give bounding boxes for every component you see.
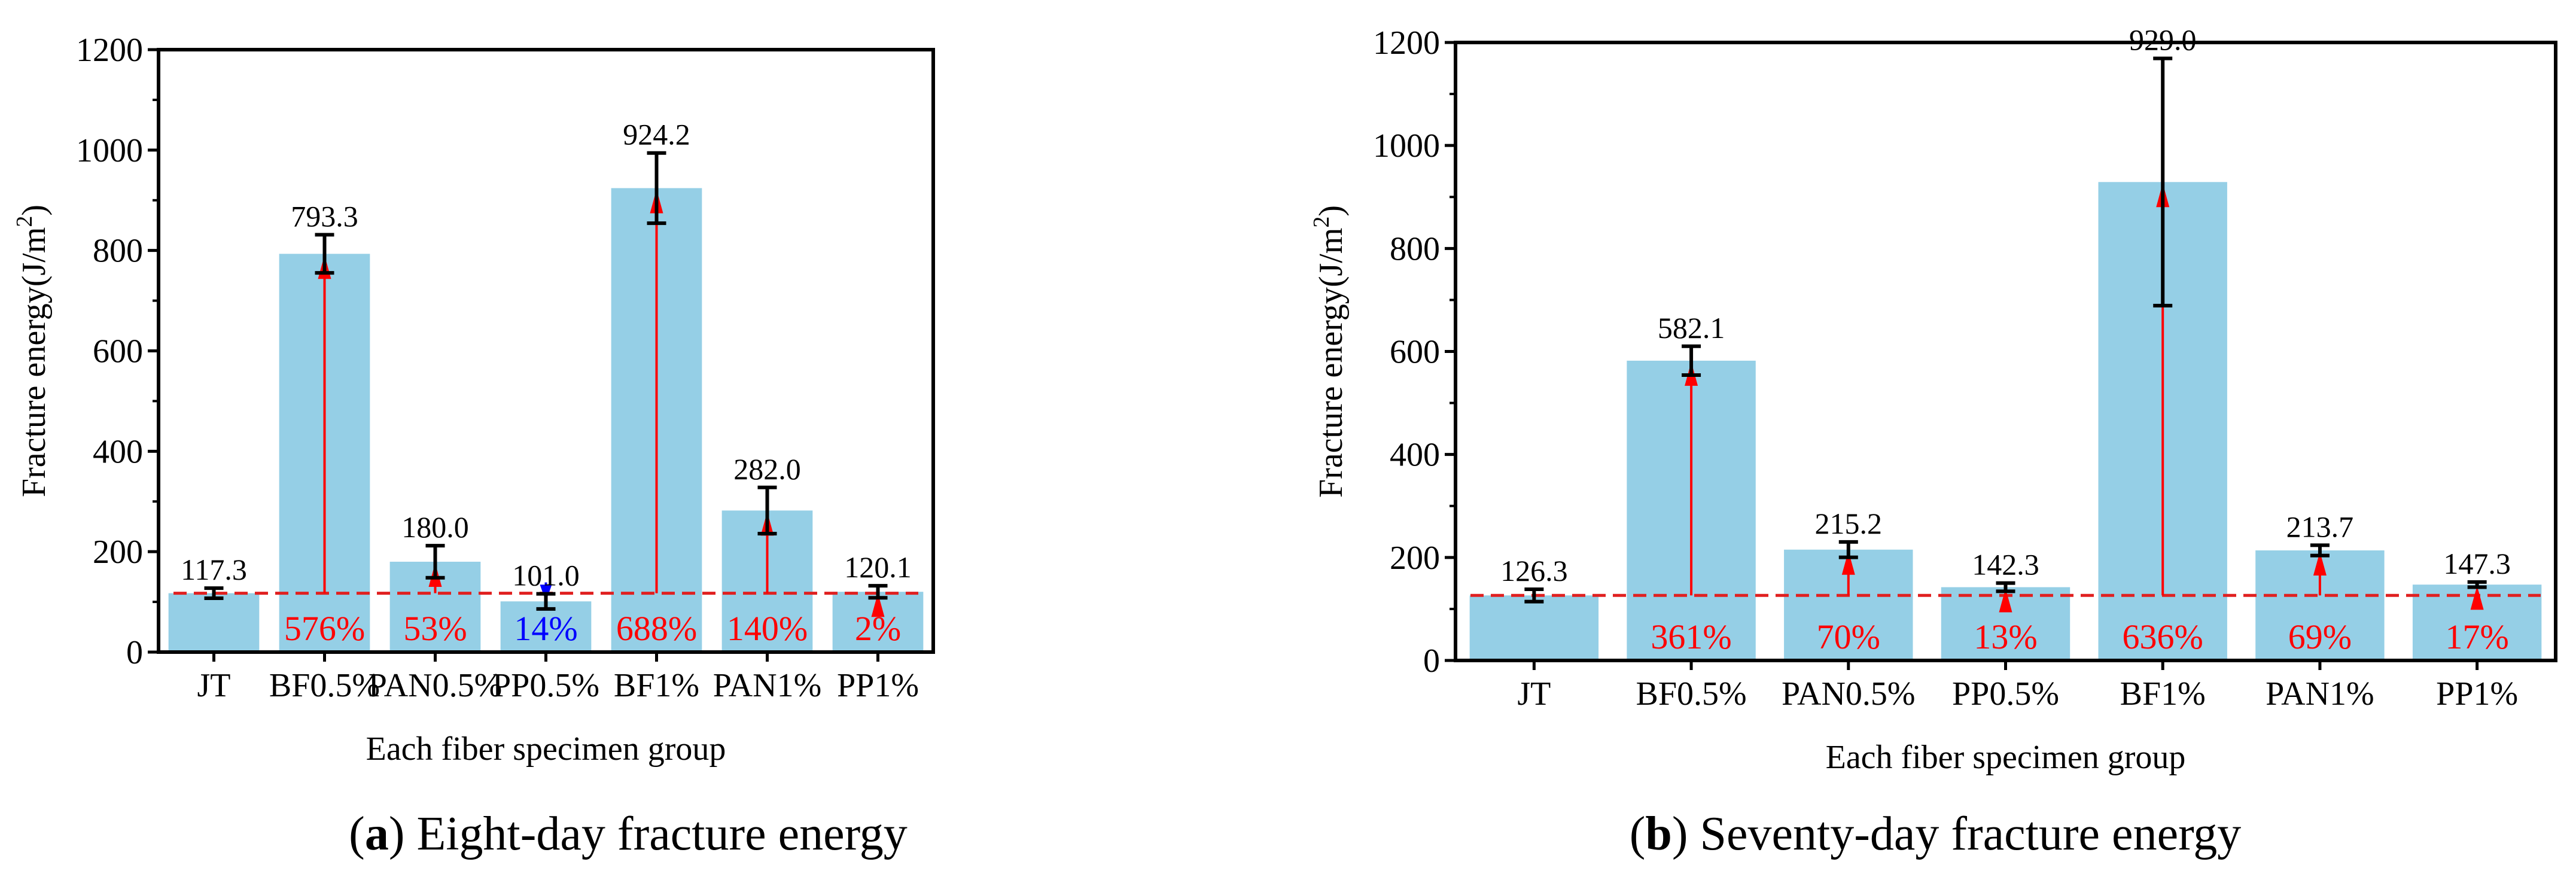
y-tick-label-6: 1200 [1373,25,1440,62]
x-tick-label-4: BF1% [614,667,699,704]
y-axis-title: Fracture energy(J/m2) [1309,205,1350,498]
change-label-3: 13% [1974,617,2037,656]
x-tick-label-3: PP0.5% [492,667,599,704]
value-label-2: 180.0 [401,510,469,544]
change-label-5: 69% [2288,617,2352,656]
value-label-1: 793.3 [291,199,358,233]
change-label-4: 636% [2123,617,2203,656]
chart-panel-b: 126.3 582.1 215.2 142.3 929.0 213.7 147.3 361% 7… [1309,23,2557,860]
value-label-6: 147.3 [2443,547,2511,580]
caption-open-paren: ( [349,808,365,860]
y-tick-label-1: 200 [93,534,143,571]
x-tick-label-5: PAN1% [2266,675,2374,713]
value-label-1: 582.1 [1658,311,1725,345]
y-axis-title-superscript: 2 [1309,217,1334,228]
panel-caption: (b) Seventy-day fracture energy [1630,808,2242,860]
x-tick-label-3: PP0.5% [1952,675,2059,713]
x-tick-label-4: BF1% [2120,675,2206,713]
y-tick-label-5: 1000 [1373,127,1440,165]
y-tick-label-2: 400 [93,433,143,470]
y-tick-label-6: 1200 [76,32,143,69]
increase-arrow-head-5 [2313,552,2327,576]
value-label-0: 117.3 [181,553,247,586]
y-tick-label-0: 0 [126,634,143,671]
y-axis-title-close: ) [1313,205,1350,217]
caption-close-paren: ) [389,808,405,860]
y-axis-title: Fracture energy(J/m2) [12,205,53,497]
change-label-2: 53% [403,609,467,648]
panel-caption: (a) Eight-day fracture energy [349,808,908,860]
value-label-4: 924.2 [623,118,690,151]
caption-close-paren: ) [1672,808,1688,860]
x-tick-label-0: JT [1517,675,1551,713]
chart-panel-a: 117.3 793.3 180.0 101.0 924.2 282.0 120.1 576% 5… [12,32,935,860]
y-tick-label-4: 800 [1390,230,1440,267]
y-tick-label-3: 600 [93,333,143,370]
increase-arrow-head-6 [871,593,885,617]
change-label-6: 17% [2445,617,2508,656]
bar-0 [168,593,260,652]
x-tick-label-6: PP1% [837,667,919,704]
change-label-1: 361% [1651,617,1731,656]
value-label-2: 215.2 [1815,507,1883,540]
value-label-6: 120.1 [844,550,912,584]
x-tick-label-1: BF0.5% [1636,675,1746,713]
value-label-3: 142.3 [1972,548,2039,581]
x-tick-label-2: PAN0.5% [369,667,503,704]
x-tick-label-1: BF0.5% [269,667,380,704]
change-label-1: 576% [284,609,365,648]
value-label-3: 101.0 [512,559,580,592]
value-label-5: 213.7 [2286,510,2354,543]
change-label-5: 140% [727,609,808,648]
x-tick-label-2: PAN0.5% [1782,675,1916,713]
caption-text: Eight-day fracture energy [404,808,907,860]
y-tick-label-0: 0 [1423,643,1440,680]
value-label-0: 126.3 [1500,554,1568,587]
bar-0 [1469,595,1599,660]
y-tick-label-2: 400 [1390,437,1440,474]
y-axis-title-superscript: 2 [12,216,37,227]
y-tick-label-3: 600 [1390,334,1440,371]
caption-panel-letter: b [1645,808,1672,860]
increase-arrow-head-3 [1999,588,2012,613]
value-label-4: 929.0 [2129,23,2197,57]
caption-text: Seventy-day fracture energy [1688,808,2242,860]
y-axis-title-main: Fracture energy(J/m [1313,228,1350,498]
value-label-5: 282.0 [733,452,801,486]
change-label-2: 70% [1817,617,1880,656]
increase-arrow-head-6 [2470,586,2484,610]
change-label-4: 688% [616,609,697,648]
x-tick-label-6: PP1% [2436,675,2518,713]
increase-arrow-head-2 [1841,550,1855,575]
x-tick-label-0: JT [197,667,231,704]
y-tick-label-5: 1000 [76,132,143,169]
x-tick-label-5: PAN1% [713,667,822,704]
y-axis-title-main: Fracture energy(J/m [16,227,53,497]
change-label-3: 14% [514,609,577,648]
caption-open-paren: ( [1630,808,1646,860]
caption-panel-letter: a [365,808,389,860]
y-tick-label-1: 200 [1390,540,1440,577]
x-axis-title: Each fiber specimen group [1826,739,2186,776]
x-axis-title: Each fiber specimen group [366,730,726,768]
change-label-6: 2% [855,609,901,648]
y-tick-label-4: 800 [93,233,143,270]
y-axis-title-close: ) [16,205,53,216]
